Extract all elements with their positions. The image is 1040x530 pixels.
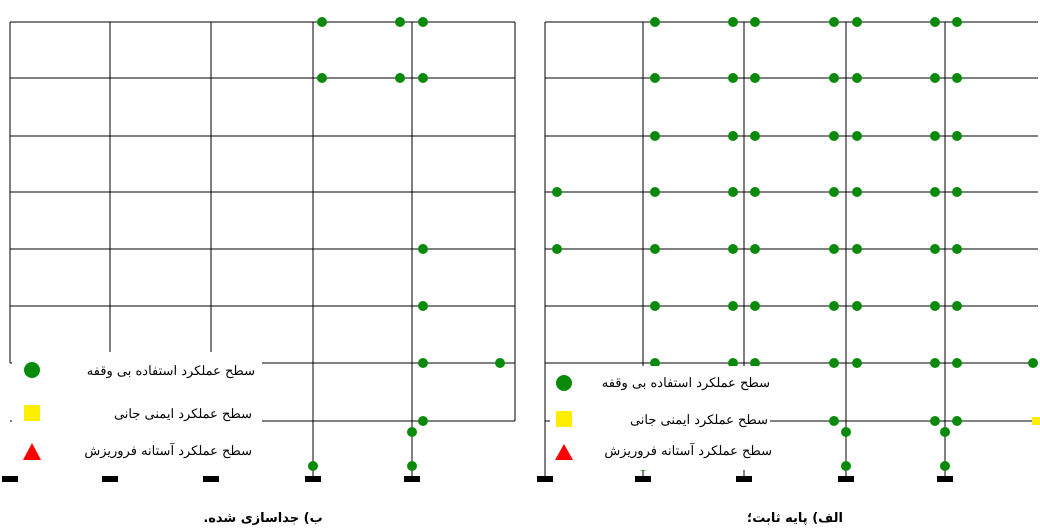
hinge-marker — [930, 187, 940, 197]
hinge-marker — [952, 17, 962, 27]
green-circle-icon — [24, 362, 40, 378]
green-circle-icon — [308, 17, 505, 471]
hinge-marker — [841, 427, 851, 437]
hinge-marker — [829, 301, 839, 311]
hinge-marker — [1028, 358, 1038, 368]
hinge-marker — [829, 17, 839, 27]
hinge-marker — [829, 358, 839, 368]
hinge-marker — [940, 461, 950, 471]
legend-right: سطح عملکرد استفاده بی وقفه سطح عملکرد ای… — [555, 375, 772, 460]
hinge-marker — [930, 131, 940, 141]
hinge-marker — [728, 358, 738, 368]
hinge-marker — [930, 358, 940, 368]
hinge-marker — [930, 244, 940, 254]
hinge-marker — [728, 301, 738, 311]
yellow-square-icon — [24, 405, 40, 421]
legend-io-label-right: سطح عملکرد استفاده بی وقفه — [602, 376, 770, 391]
legend-io-label: سطح عملکرد استفاده بی وقفه — [87, 364, 255, 379]
green-circle-icon — [556, 375, 572, 391]
yellow-square-icon — [556, 411, 572, 427]
hinge-marker — [829, 187, 839, 197]
hinge-marker — [750, 187, 760, 197]
hinge-marker — [750, 17, 760, 27]
caption-right: الف) پایه ثابت؛ — [747, 511, 843, 526]
fixed-support-icon — [537, 476, 953, 482]
hinge-marker — [952, 301, 962, 311]
caption-left: ب) جداسازی شده. — [203, 511, 322, 526]
red-triangle-icon — [555, 444, 573, 460]
hinge-marker — [930, 17, 940, 27]
red-triangle-icon — [23, 443, 41, 460]
hinge-marker — [852, 244, 862, 254]
fixed-support-icon — [2, 476, 420, 482]
legend-ls-label-right: سطح عملکرد ایمنی جانی — [630, 413, 768, 428]
hinge-marker — [852, 73, 862, 83]
hinge-marker — [829, 73, 839, 83]
hinge-marker — [552, 187, 562, 197]
hinge-marker — [650, 17, 660, 27]
hinge-marker — [829, 244, 839, 254]
hinge-marker — [650, 131, 660, 141]
hinge-marker — [952, 131, 962, 141]
hinge-marker — [650, 244, 660, 254]
hinge-marker — [750, 301, 760, 311]
hinge-marker — [750, 131, 760, 141]
legend-cp-label-right: سطح عملکرد آستانه فروریزش — [604, 442, 772, 459]
hinge-marker — [852, 358, 862, 368]
hinge-marker — [728, 187, 738, 197]
hinge-marker — [750, 244, 760, 254]
fixed-base-frame: سطح عملکرد استفاده بی وقفه سطح عملکرد ای… — [537, 17, 1040, 526]
hinge-marker — [952, 244, 962, 254]
hinge-marker — [852, 17, 862, 27]
yellow-square-icon — [1032, 417, 1040, 425]
hinge-marker — [650, 73, 660, 83]
hinge-marker — [852, 301, 862, 311]
hinge-marker — [940, 427, 950, 437]
hinge-marker — [650, 301, 660, 311]
hinge-marker — [728, 73, 738, 83]
hinge-marker — [650, 187, 660, 197]
hinge-marker — [952, 416, 962, 426]
hinge-marker — [952, 358, 962, 368]
hinge-marker — [750, 73, 760, 83]
hinge-marker — [841, 461, 851, 471]
hinge-marker — [552, 244, 562, 254]
hinge-marker — [650, 358, 660, 368]
hinge-marker — [952, 73, 962, 83]
hinge-marker — [728, 17, 738, 27]
legend-left: سطح عملکرد استفاده بی وقفه سطح عملکرد ای… — [23, 362, 255, 460]
hinge-marker — [728, 244, 738, 254]
hinge-marker — [952, 187, 962, 197]
isolated-frame: سطح عملکرد استفاده بی وقفه سطح عملکرد ای… — [2, 17, 516, 526]
hinge-marker — [829, 416, 839, 426]
hinge-marker — [930, 73, 940, 83]
legend-cp-label: سطح عملکرد آستانه فروریزش — [84, 442, 252, 459]
hinge-marker — [930, 301, 940, 311]
hinge-marker — [728, 131, 738, 141]
hinge-marker — [750, 358, 760, 368]
legend-ls-label: سطح عملکرد ایمنی جانی — [114, 407, 252, 422]
hinge-marker — [852, 131, 862, 141]
hinge-marker — [852, 187, 862, 197]
hinge-marker — [930, 416, 940, 426]
hinge-marker — [829, 131, 839, 141]
